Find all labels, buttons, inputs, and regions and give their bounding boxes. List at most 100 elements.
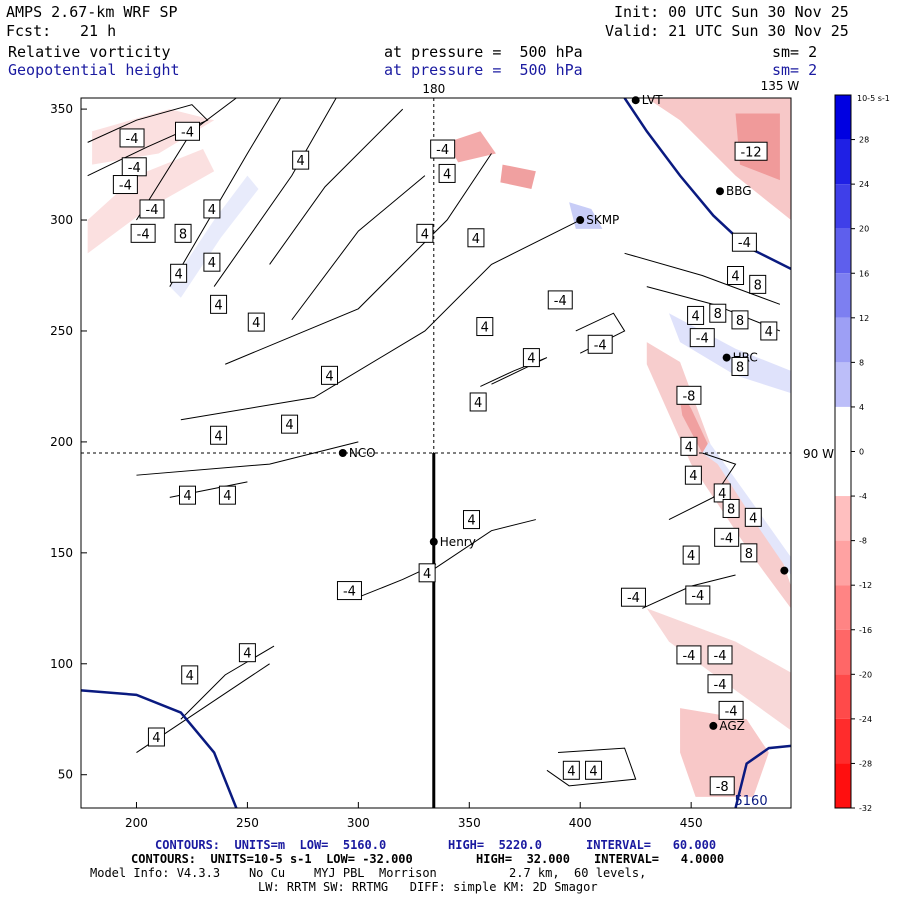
field1-smoothing: sm= 2 bbox=[772, 43, 818, 61]
contour-label: 4 bbox=[325, 369, 333, 384]
field2-name: Geopotential height bbox=[8, 61, 180, 79]
station-marker bbox=[709, 721, 718, 730]
contour-label: -4 bbox=[594, 338, 607, 353]
contour-label-box bbox=[709, 776, 735, 796]
colorbar-segment bbox=[835, 585, 851, 630]
y-tick-label: 300 bbox=[50, 213, 73, 227]
colorbar-segment bbox=[835, 273, 851, 318]
contour-label: 4 bbox=[297, 154, 305, 169]
contour-label-box bbox=[587, 334, 613, 354]
contour-label-box bbox=[714, 527, 740, 547]
colorbar-segment bbox=[835, 451, 851, 497]
contour-label: -4 bbox=[128, 161, 141, 176]
colorbar-segment bbox=[835, 362, 851, 407]
vorticity-contour bbox=[180, 645, 275, 720]
contour-label-box bbox=[179, 485, 196, 505]
contour-label-box bbox=[203, 252, 221, 272]
contour-label: -4 bbox=[738, 236, 751, 251]
contour-label-box bbox=[218, 485, 236, 505]
contour-label-box bbox=[682, 545, 700, 565]
colorbar-segment bbox=[835, 540, 851, 586]
contour-label: 4 bbox=[481, 321, 489, 336]
longitude-180-label: 180 bbox=[422, 82, 445, 96]
footer-vort-contours: CONTOURS: UNITS=10-5 s-1 LOW= -32.000 bbox=[131, 852, 413, 866]
contour-label-box bbox=[760, 321, 778, 341]
longitude-90w-label: 90 W bbox=[803, 447, 834, 461]
colorbar-label: 24 bbox=[859, 180, 869, 189]
station-marker bbox=[716, 187, 724, 196]
vorticity-contour bbox=[546, 747, 637, 787]
contour-label-box bbox=[238, 643, 256, 663]
vorticity-contour bbox=[213, 98, 337, 287]
contour-label-box bbox=[476, 317, 494, 337]
colorbar-segment bbox=[835, 496, 851, 541]
footer-height-interval: INTERVAL= 60.000 bbox=[586, 838, 717, 852]
contour-label: -4 bbox=[725, 704, 738, 719]
contour-label: 4 bbox=[749, 511, 757, 526]
vorticity-contour bbox=[668, 452, 737, 521]
contour-label-box bbox=[210, 294, 228, 314]
contour-label-box bbox=[175, 121, 200, 141]
contour-label: 4 bbox=[285, 418, 293, 433]
contour-label: 4 bbox=[223, 489, 231, 504]
x-tick-label: 350 bbox=[458, 816, 481, 830]
contour-label-box bbox=[727, 266, 745, 285]
contour-label-box bbox=[680, 436, 698, 456]
colorbar-label: 28 bbox=[859, 136, 869, 145]
contour-label-box bbox=[147, 727, 165, 747]
contour-label-box bbox=[744, 507, 762, 527]
contour-label-box bbox=[734, 141, 768, 161]
vorticity-contour bbox=[169, 98, 282, 287]
footer-vort-interval: INTERVAL= 4.0000 bbox=[594, 852, 725, 866]
contour-label: -4 bbox=[119, 179, 132, 194]
contour-label-box bbox=[713, 483, 731, 503]
contour-label: -4 bbox=[137, 227, 150, 242]
colorbar-label: -4 bbox=[859, 492, 867, 501]
contour-label-box bbox=[585, 760, 603, 780]
contour-label: 4 bbox=[183, 489, 191, 504]
contour-label: 4 bbox=[687, 549, 695, 564]
contour-label: 4 bbox=[421, 227, 429, 242]
contour-label: -4 bbox=[436, 143, 449, 158]
contour-label: -4 bbox=[627, 591, 640, 606]
x-tick-label: 300 bbox=[347, 816, 370, 830]
contour-label: 8 bbox=[714, 307, 722, 322]
contour-label: 4 bbox=[443, 167, 451, 182]
contour-label-box bbox=[181, 665, 199, 685]
station-label: BBG bbox=[726, 184, 752, 198]
contour-label-box bbox=[210, 425, 228, 445]
y-tick-label: 50 bbox=[58, 768, 73, 782]
station-marker bbox=[429, 537, 438, 546]
contour-label: 4 bbox=[685, 440, 693, 455]
colorbar-segment bbox=[835, 629, 851, 675]
colorbar-segment bbox=[835, 406, 851, 452]
contour-label-box bbox=[522, 348, 540, 368]
contour-label: 4 bbox=[467, 514, 475, 529]
colorbar-label: -32 bbox=[859, 804, 872, 813]
contour-label: 4 bbox=[208, 203, 216, 218]
contour-label-box bbox=[707, 674, 733, 694]
contour-label: 4 bbox=[689, 469, 697, 484]
model-title: AMPS 2.67-km WRF SP bbox=[6, 3, 178, 21]
contour-label: 8 bbox=[754, 278, 762, 293]
footer-height-high: HIGH= 5220.0 bbox=[448, 838, 542, 852]
contour-label-box bbox=[416, 223, 434, 243]
contour-label: -4 bbox=[714, 649, 727, 664]
colorbar-label: -8 bbox=[859, 537, 867, 546]
vorticity-shade bbox=[447, 131, 496, 163]
field1-level: at pressure = 500 hPa bbox=[384, 43, 583, 61]
station-marker bbox=[338, 449, 347, 457]
station-label: Henry bbox=[440, 535, 476, 549]
contour-label: 4 bbox=[152, 731, 160, 746]
colorbar-segment bbox=[835, 718, 851, 764]
contour-label: 4 bbox=[589, 764, 597, 779]
contour-label-box bbox=[731, 310, 749, 330]
colorbar-segment bbox=[835, 228, 851, 274]
y-tick-label: 100 bbox=[50, 657, 73, 671]
contour-label: -8 bbox=[682, 389, 695, 404]
contour-label: -8 bbox=[716, 780, 729, 795]
contour-label: -4 bbox=[126, 132, 139, 147]
vorticity-contour bbox=[136, 441, 359, 476]
contour-label-box bbox=[292, 150, 310, 170]
vorticity-contour bbox=[624, 252, 781, 305]
